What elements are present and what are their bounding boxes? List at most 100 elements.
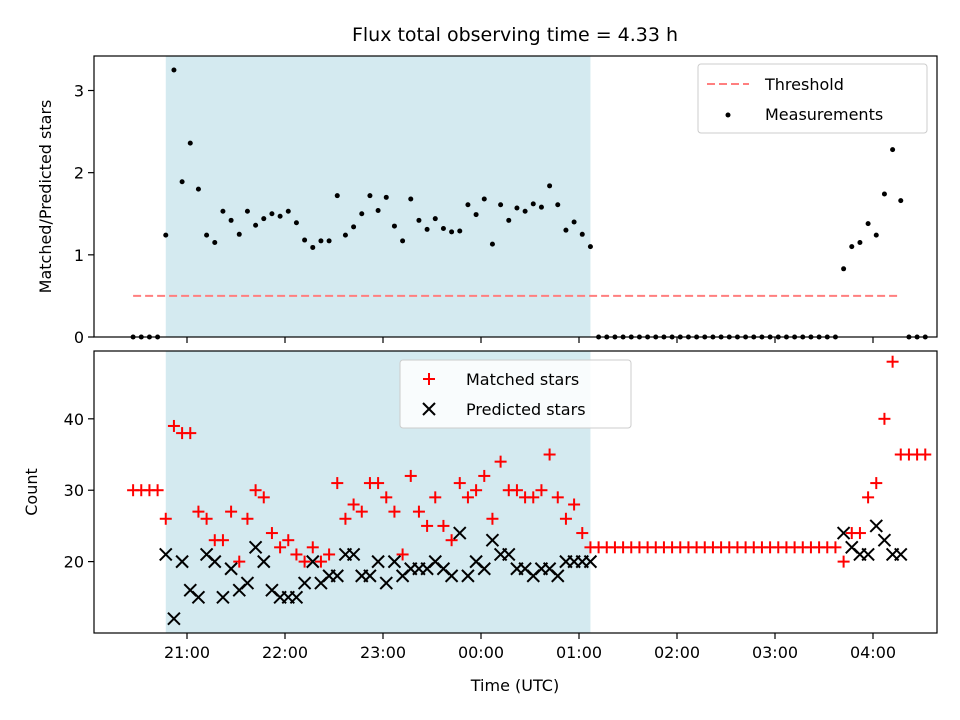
- measurement-point: [489, 241, 495, 247]
- matched-stars-point: [380, 491, 393, 504]
- matched-stars-point: [347, 498, 360, 511]
- measurement-point: [334, 193, 340, 199]
- matched-stars-point: [339, 512, 352, 525]
- predicted-stars-point: [159, 547, 173, 562]
- predicted-stars-point: [175, 554, 189, 569]
- ratio-legend-box: [697, 63, 928, 134]
- matched-stars-point: [437, 519, 450, 532]
- x-tick-label: 01:00: [556, 643, 602, 662]
- matched-stars-point: [494, 455, 507, 468]
- predicted-stars-point: [224, 562, 238, 576]
- matched-stars-point: [265, 527, 278, 540]
- measurement-point: [351, 224, 357, 230]
- predicted-stars-point: [248, 540, 263, 555]
- measurement-point: [865, 221, 871, 227]
- measurement-point: [857, 240, 863, 246]
- ratio-legend: Threshold Measurements: [697, 63, 928, 134]
- predicted-stars-point: [877, 533, 892, 547]
- measurement-point: [881, 191, 887, 197]
- predicted-stars-point: [551, 569, 565, 583]
- predicted-stars-point: [444, 569, 459, 583]
- measurement-point: [326, 238, 332, 244]
- x-tick-label: 02:00: [654, 643, 700, 662]
- matched-stars-point: [461, 491, 474, 504]
- measurement-point: [506, 217, 512, 223]
- predicted-stars-point: [297, 576, 312, 590]
- predicted-stars-point: [502, 547, 516, 562]
- predicted-stars-point: [208, 554, 222, 569]
- measurement-point: [555, 202, 561, 208]
- measurement-point: [261, 216, 267, 222]
- matched-stars-point: [527, 491, 540, 504]
- matched-stars-point: [576, 527, 589, 540]
- matched-legend-swatch: [423, 373, 435, 385]
- measurement-point: [587, 244, 593, 250]
- matched-stars-point: [331, 477, 344, 490]
- measurement-point: [849, 244, 855, 250]
- matched-stars-point: [184, 427, 197, 440]
- predicted-stars-point: [894, 547, 908, 562]
- measurement-point: [898, 198, 904, 204]
- predicted-stars-point: [869, 519, 883, 533]
- predicted-stars-point: [363, 569, 377, 583]
- matched-legend-label: Matched stars: [466, 370, 579, 389]
- matched-stars-point: [486, 512, 499, 525]
- matched-stars-point: [282, 534, 295, 547]
- measurement-point: [530, 201, 536, 207]
- x-tick-label: 23:00: [360, 643, 406, 662]
- matched-stars-point: [159, 512, 172, 525]
- predicted-stars-point: [371, 554, 385, 569]
- measurement-point: [514, 205, 520, 211]
- matched-stars-point: [323, 548, 336, 561]
- measurement-point: [400, 238, 406, 244]
- matched-stars-point: [257, 491, 270, 504]
- matched-stars-point: [388, 505, 401, 518]
- ratio-panel: 0 1 2 3 Matched/Predicted stars Threshold M…: [36, 55, 938, 347]
- predicted-legend-swatch: [422, 402, 436, 416]
- count-y-tick-label: 40: [64, 410, 84, 429]
- measurement-point: [481, 196, 487, 202]
- measurement-point: [269, 211, 275, 217]
- count-y-axis-label: Count: [22, 468, 41, 516]
- measurement-point: [391, 223, 397, 229]
- matched-stars-point: [510, 484, 523, 497]
- matched-stars-point: [396, 548, 409, 561]
- measurement-point: [310, 244, 316, 250]
- matched-stars-point: [233, 555, 246, 568]
- matched-stars-point: [829, 541, 842, 554]
- matched-stars-point: [290, 548, 303, 561]
- measurements-legend-label: Measurements: [765, 105, 883, 124]
- matched-stars-point: [216, 534, 229, 547]
- measurement-point: [212, 240, 218, 246]
- predicted-stars-point: [836, 526, 851, 540]
- predicted-stars-point: [461, 569, 475, 583]
- predicted-stars-point: [167, 612, 181, 626]
- matched-stars-point: [878, 412, 891, 425]
- measurement-point: [375, 207, 381, 213]
- matched-stars-point: [470, 484, 483, 497]
- measurement-point: [440, 226, 446, 232]
- matched-stars-point: [225, 505, 238, 518]
- matched-stars-point: [453, 477, 466, 490]
- predicted-legend-label: Predicted stars: [466, 400, 586, 419]
- measurement-point: [293, 220, 299, 226]
- matched-stars-point: [568, 498, 581, 511]
- matched-stars-point: [837, 555, 850, 568]
- matched-stars-point: [372, 477, 385, 490]
- measurement-point: [220, 208, 226, 214]
- measurement-point: [473, 212, 479, 218]
- matched-stars-point: [306, 541, 319, 554]
- matched-stars-point: [412, 505, 425, 518]
- measurement-point: [571, 219, 577, 225]
- measurement-point: [432, 216, 438, 222]
- chart-title: Flux total observing time = 4.33 h: [352, 24, 678, 46]
- matched-stars-point: [298, 555, 311, 568]
- x-tick-label: 04:00: [850, 643, 896, 662]
- predicted-stars-point: [330, 569, 344, 583]
- measurement-point: [538, 204, 544, 210]
- matched-stars-point: [274, 541, 287, 554]
- ratio-y-tick-label: 2: [74, 164, 84, 183]
- matched-stars-point: [551, 491, 564, 504]
- measurement-point: [841, 266, 847, 272]
- matched-stars-point: [478, 469, 491, 482]
